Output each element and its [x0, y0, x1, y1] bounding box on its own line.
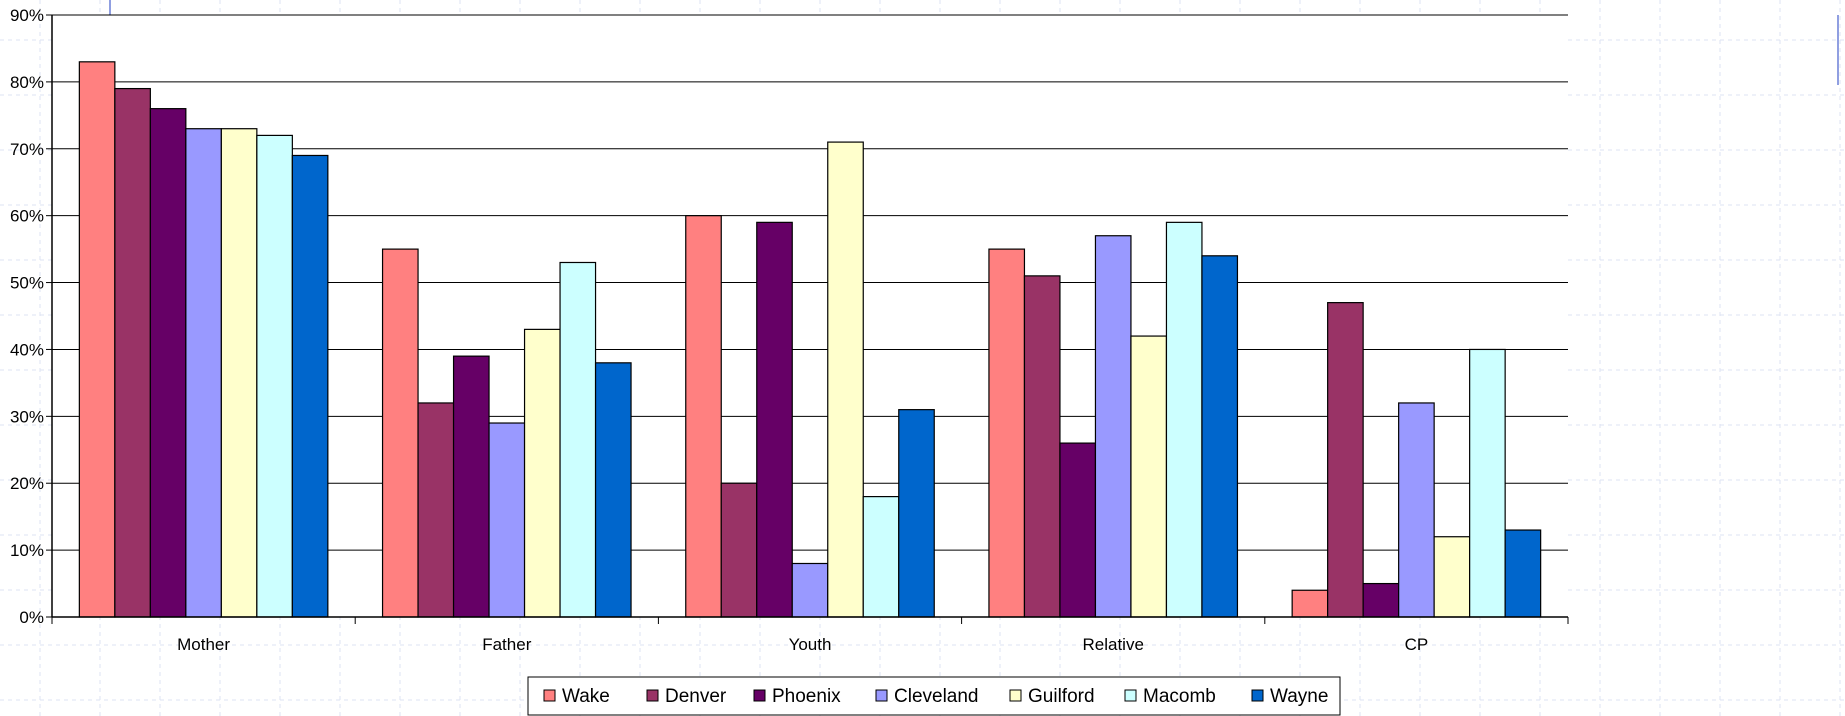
bar-cleveland-mother — [185, 128, 222, 618]
legend-swatch-wayne — [1251, 689, 1264, 702]
bar-phoenix-cp — [1362, 582, 1400, 618]
bar-guilford-cp — [1433, 536, 1471, 618]
legend-label-wayne: Wayne — [1270, 686, 1328, 707]
legend-swatch-phoenix — [753, 689, 766, 702]
bar-guilford-relative — [1130, 335, 1168, 618]
category-labels: Mother Father Youth Relative CP — [177, 635, 1428, 654]
y-tick-label: 90% — [10, 6, 44, 25]
y-tick-label: 30% — [10, 407, 44, 426]
y-tick-label: 20% — [10, 474, 44, 493]
category-label: Father — [482, 635, 531, 654]
axes-group — [51, 15, 1569, 624]
bar-macomb-father — [559, 261, 597, 618]
y-tick-label: 10% — [10, 541, 44, 560]
bars-group — [78, 61, 1542, 618]
legend-label-macomb: Macomb — [1143, 686, 1216, 707]
bar-macomb-relative — [1165, 221, 1203, 618]
bar-guilford-mother — [220, 128, 258, 618]
legend-swatch-guilford — [1009, 689, 1022, 702]
bar-guilford-father — [523, 328, 561, 618]
bar-cleveland-relative — [1094, 235, 1132, 618]
bar-wake-mother — [78, 61, 116, 618]
y-tick-label: 40% — [10, 340, 44, 359]
bar-phoenix-father — [452, 355, 490, 618]
bar-cleveland-father — [488, 422, 526, 618]
bar-phoenix-mother — [149, 108, 187, 618]
bar-wake-cp — [1291, 589, 1329, 618]
y-tick-label: 60% — [10, 207, 44, 226]
bar-wake-father — [381, 248, 419, 618]
bar-macomb-mother — [256, 134, 293, 618]
category-label: Youth — [789, 635, 832, 654]
legend-label-wake: Wake — [562, 686, 610, 707]
bar-wayne-relative — [1201, 255, 1239, 618]
bar-phoenix-youth — [756, 221, 793, 618]
legend-label-phoenix: Phoenix — [772, 686, 841, 707]
y-tick-labels: 0% 10% 20% 30% 40% 50% 60% 70% 80% 90% — [10, 6, 44, 627]
legend-label-cleveland: Cleveland — [894, 686, 979, 707]
category-label: CP — [1405, 635, 1429, 654]
bar-wayne-father — [594, 362, 632, 618]
legend-swatch-macomb — [1124, 689, 1137, 702]
bar-macomb-cp — [1469, 348, 1506, 618]
legend-swatch-denver — [646, 689, 659, 702]
category-label: Mother — [177, 635, 230, 654]
bar-cleveland-cp — [1398, 402, 1435, 618]
bar-guilford-youth — [827, 141, 864, 618]
bar-denver-cp — [1327, 302, 1364, 618]
bar-wayne-youth — [898, 409, 935, 618]
y-tick-label: 0% — [19, 608, 44, 627]
bar-cleveland-youth — [791, 562, 829, 618]
y-tick-label: 70% — [10, 140, 44, 159]
category-label: Relative — [1082, 635, 1143, 654]
y-tick-label: 50% — [10, 274, 44, 293]
bar-denver-mother — [114, 87, 151, 618]
bar-wake-relative — [988, 248, 1026, 618]
bar-wayne-mother — [291, 154, 329, 618]
bar-wayne-cp — [1504, 529, 1542, 618]
legend: Wake Denver Phoenix Cleveland Guilford Macomb… — [527, 676, 1341, 716]
legend-swatch-wake — [543, 689, 556, 702]
legend-label-denver: Denver — [665, 686, 727, 707]
bar-denver-youth — [720, 482, 758, 618]
legend-label-guilford: Guilford — [1028, 686, 1095, 707]
legend-swatch-cleveland — [875, 689, 888, 702]
bar-denver-father — [417, 402, 455, 618]
bar-phoenix-relative — [1059, 442, 1097, 618]
y-tick-label: 80% — [10, 73, 44, 92]
legend-box — [527, 676, 1341, 716]
bar-wake-youth — [685, 215, 722, 618]
bar-macomb-youth — [862, 496, 900, 618]
bar-denver-relative — [1023, 275, 1061, 618]
